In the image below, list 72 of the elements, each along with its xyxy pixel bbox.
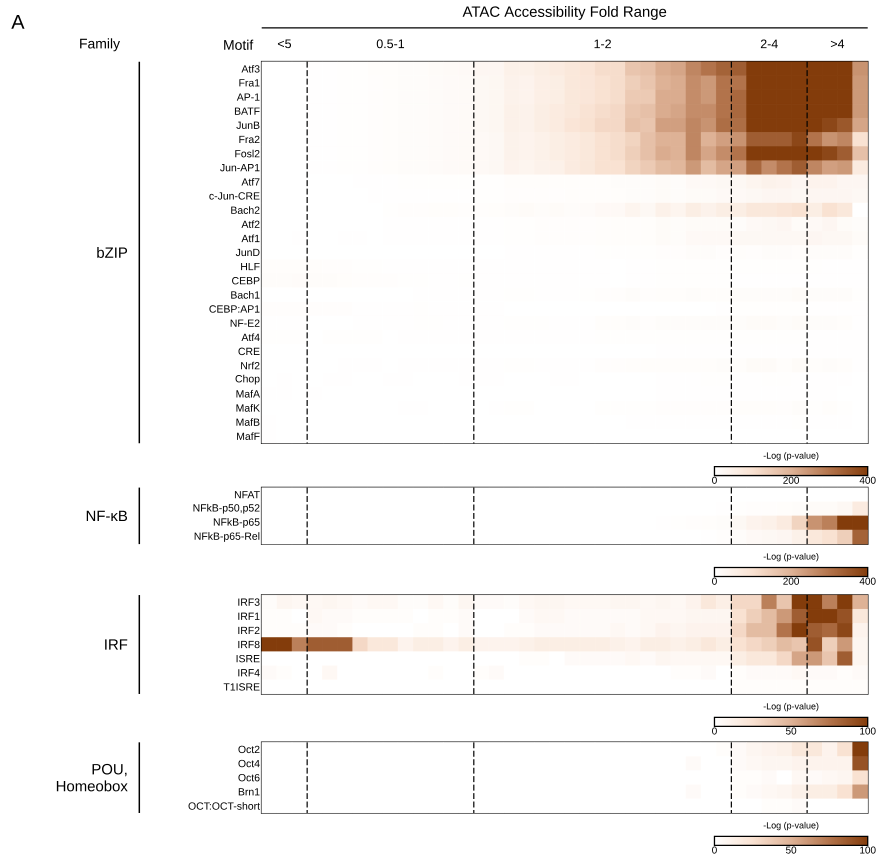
y-tick-label: CRE	[238, 348, 260, 356]
y-tick-label: c-Jun-CRE	[209, 192, 260, 200]
color-bar-title: -Log (p-value)	[764, 452, 818, 461]
y-tick-label: NFAT	[234, 491, 260, 498]
y-tick-label: NFkB-p65-Rel	[194, 532, 260, 542]
y-tick-label: JunB	[236, 122, 260, 130]
color-bar-label: 400	[860, 578, 876, 585]
y-axis-title: NF-κB	[86, 510, 128, 522]
y-tick-label: Bach2	[231, 206, 260, 214]
y-tick-label: OCT:OCT-short	[188, 802, 260, 810]
y-tick-label: Jun-AP1	[220, 164, 260, 172]
y-tick-label: MafB	[236, 418, 260, 426]
y-tick-label: IRF2	[238, 626, 260, 634]
color-bar-label: 100	[860, 728, 876, 735]
y-tick-label: Oct4	[238, 760, 260, 768]
y-tick-label: CEBP:AP1	[209, 305, 260, 313]
y-tick-label: Atf7	[241, 178, 260, 186]
y-tick-label: MafK	[236, 404, 260, 412]
y-tick-label: BATF	[234, 108, 260, 115]
y-tick-label: ISRE	[236, 655, 260, 662]
y-tick-label: MafA	[236, 390, 260, 398]
y-tick-label: Fra1	[239, 79, 260, 87]
color-bar-label: 200	[783, 476, 800, 484]
color-bar-label: 0	[712, 476, 717, 484]
y-tick-label: JunD	[236, 248, 260, 256]
y-tick-label: AP-1	[236, 94, 260, 101]
y-tick-label: T1ISRE	[224, 683, 260, 691]
y-tick-label: Bach1	[231, 291, 260, 299]
color-bar-label: 50	[786, 728, 796, 735]
color-bar-label: 0	[712, 846, 717, 854]
color-bar-label: 0	[712, 578, 717, 585]
color-bar-label: 50	[786, 846, 796, 854]
y-tick-label: Atf1	[241, 234, 260, 242]
y-tick-label: IRF4	[238, 669, 260, 676]
y-tick-label: IRF8	[238, 640, 260, 648]
y-tick-label: NFkB-p50,p52	[194, 504, 260, 514]
y-tick-label: Oct6	[238, 774, 260, 782]
y-tick-label: MafF	[237, 432, 260, 440]
y-tick-label: Fra2	[239, 136, 260, 144]
color-bar-title: -Log (p-value)	[764, 702, 818, 712]
text: 0.5-1	[376, 40, 404, 48]
text: <5	[278, 40, 292, 48]
y-tick-label: CEBP	[232, 277, 260, 285]
y-tick-label: Fosl2	[235, 150, 260, 158]
y-tick-label: Nrf2	[241, 362, 260, 370]
y-axis-title: IRF	[105, 640, 128, 650]
color-bar-label: 400	[860, 476, 876, 484]
y-axis-title: POU, Homeobox	[56, 764, 128, 792]
y-tick-label: NFkB-p65	[214, 518, 260, 528]
y-tick-label: Oct2	[238, 746, 260, 754]
color-bar-title: -Log (p-value)	[764, 553, 818, 562]
text: 2-4	[760, 40, 778, 48]
text: 1-2	[594, 40, 611, 48]
text: Motif	[224, 40, 254, 50]
text: A	[11, 15, 25, 29]
color-bar-label: 100	[860, 846, 876, 854]
color-bar-label: 0	[712, 728, 717, 735]
chart-title: ATAC Accessibility Fold Range	[462, 6, 666, 20]
color-bar-title: -Log (p-value)	[764, 822, 818, 830]
y-tick-label: Chop	[236, 374, 260, 385]
text: Family	[80, 38, 120, 52]
y-tick-label: Atf4	[241, 334, 260, 342]
y-tick-label: IRF3	[238, 598, 260, 606]
y-tick-label: Atf2	[241, 220, 260, 228]
y-axis-title: bZIP	[97, 247, 128, 258]
y-tick-label: NF-E2	[230, 320, 260, 327]
y-tick-label: Brn1	[238, 788, 260, 796]
color-bar-label: 200	[783, 578, 800, 585]
y-tick-label: IRF1	[238, 612, 260, 620]
y-tick-label: Atf3	[241, 65, 260, 73]
text: >4	[830, 40, 844, 48]
y-tick-label: HLF	[241, 263, 260, 270]
